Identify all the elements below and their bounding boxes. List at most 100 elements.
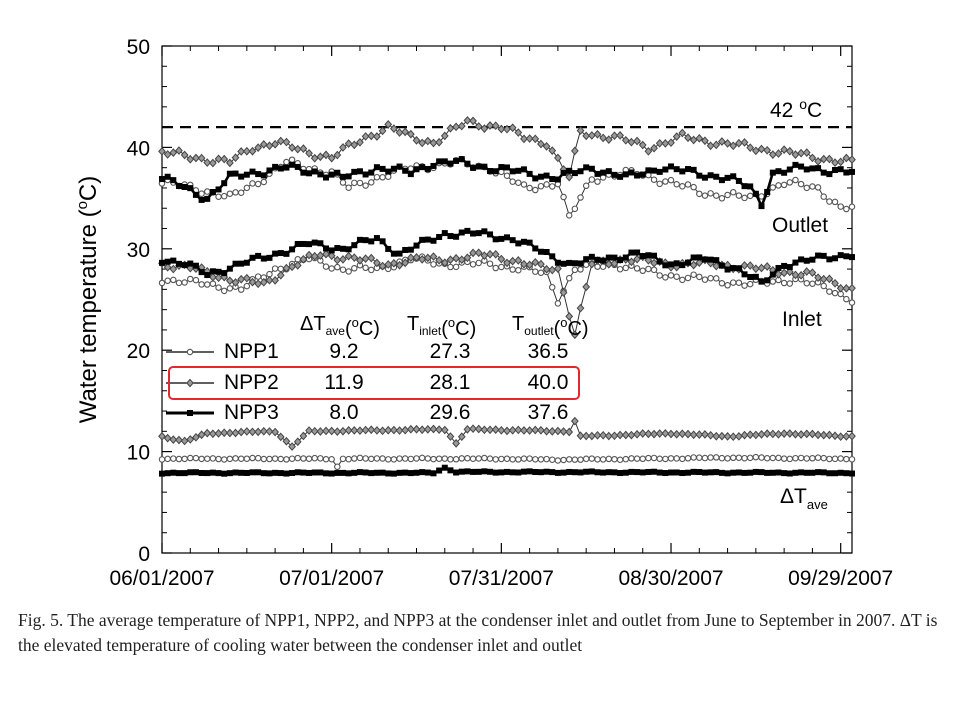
npp3-delta-point xyxy=(373,469,380,476)
npp1-delta-point xyxy=(775,454,782,462)
npp3-outlet-point xyxy=(662,166,669,173)
npp1-outlet-point xyxy=(679,183,686,190)
npp3-outlet-point xyxy=(396,163,403,170)
npp2-delta-point xyxy=(435,425,444,435)
figure-caption: Fig. 5. The average temperature of NPP1,… xyxy=(18,610,938,655)
npp3-inlet-point xyxy=(170,257,177,264)
npp1-outlet-point xyxy=(673,180,680,188)
npp2-outlet-point xyxy=(327,153,336,163)
npp2-delta-point xyxy=(842,432,851,441)
npp1-inlet-point xyxy=(639,267,646,275)
npp3-outlet-point xyxy=(260,172,267,179)
npp3-inlet-point xyxy=(684,259,691,266)
npp2-inlet-point xyxy=(474,248,483,258)
npp2-delta-point xyxy=(225,428,234,438)
npp2-delta-point xyxy=(689,430,698,440)
npp2-outlet-point xyxy=(819,154,828,164)
npp3-outlet-point xyxy=(639,171,646,178)
npp1-inlet-point xyxy=(848,299,856,306)
npp3-delta-point xyxy=(639,469,646,476)
npp2-delta-point xyxy=(339,426,347,436)
table-header-1: Tinlet(oC) xyxy=(407,313,476,340)
npp3-delta-point xyxy=(192,469,199,476)
npp2-delta-point xyxy=(401,425,410,435)
npp1-delta-point xyxy=(532,456,539,463)
npp1-outlet-point xyxy=(503,172,511,180)
npp1-outlet-point xyxy=(780,181,788,189)
npp3-inlet-point xyxy=(537,248,544,255)
npp3-outlet-point xyxy=(430,162,437,169)
npp3-inlet-point xyxy=(209,268,216,275)
npp2-inlet-point xyxy=(791,270,800,280)
npp2-delta-point xyxy=(322,426,330,436)
npp3-delta-point xyxy=(560,469,567,476)
npp2-delta-point xyxy=(186,435,195,444)
npp2-outlet-point xyxy=(293,144,302,154)
npp3-inlet-point xyxy=(266,254,273,261)
npp3-inlet-point xyxy=(159,259,165,266)
npp2-inlet-point xyxy=(435,255,444,265)
npp1-inlet-point xyxy=(322,263,330,270)
npp1-inlet-point xyxy=(203,281,211,288)
npp3-outlet-point xyxy=(656,168,663,175)
y-tick-label: 40 xyxy=(127,137,150,160)
plot-frame xyxy=(161,45,853,554)
npp1-inlet-point xyxy=(469,261,477,268)
npp3-inlet-point xyxy=(345,246,352,253)
npp1-inlet-point xyxy=(650,266,658,274)
y-tick-label: 10 xyxy=(127,442,150,465)
npp2-outlet-point xyxy=(587,131,596,140)
npp3-inlet-point xyxy=(198,269,205,276)
npp1-delta-point xyxy=(424,455,432,462)
npp1-outlet-point xyxy=(203,188,211,195)
npp2-outlet-point xyxy=(672,132,681,141)
npp3-outlet-point xyxy=(487,168,494,175)
npp2-delta-point xyxy=(848,431,856,441)
npp1-inlet-point xyxy=(220,287,228,295)
npp2-delta-point xyxy=(706,430,715,440)
npp3-delta-point xyxy=(351,469,358,476)
npp3-outlet-point xyxy=(832,167,839,174)
npp1-outlet-point xyxy=(786,179,794,186)
npp3-inlet-point xyxy=(243,259,250,266)
npp2-inlet-point xyxy=(367,253,376,263)
npp3-inlet-point xyxy=(515,240,522,247)
npp1-inlet-point xyxy=(351,265,358,272)
npp1-inlet-point xyxy=(820,282,827,290)
npp3-outlet-point xyxy=(735,177,742,184)
npp2-outlet-point xyxy=(576,126,585,135)
npp2-inlet-point xyxy=(797,270,805,280)
npp3-delta-point xyxy=(198,469,205,476)
npp3-delta-point xyxy=(209,469,216,476)
legend-marker-npp1 xyxy=(186,348,194,356)
npp3-outlet-point xyxy=(198,196,205,203)
npp2-inlet-point xyxy=(242,273,251,283)
npp3-inlet-point xyxy=(747,274,754,281)
npp3-outlet-point xyxy=(764,188,771,195)
npp2-delta-point xyxy=(819,430,828,440)
npp3-delta-point xyxy=(170,469,177,476)
npp3-delta-point xyxy=(543,468,550,475)
npp2-outlet-point xyxy=(780,145,789,154)
npp1-inlet-point xyxy=(803,279,811,287)
npp2-inlet-point xyxy=(757,263,766,273)
npp3-outlet-point xyxy=(504,164,510,171)
npp3-delta-point xyxy=(413,469,420,476)
npp3-outlet-point xyxy=(571,170,578,177)
npp2-inlet-point xyxy=(237,274,246,284)
npp3-inlet-point xyxy=(696,254,703,261)
npp2-outlet-point xyxy=(633,136,641,146)
npp2-delta-point xyxy=(655,429,664,438)
npp2-delta-point xyxy=(180,436,189,446)
npp2-delta-point xyxy=(791,429,800,439)
y-tick-label: 20 xyxy=(127,340,150,363)
npp1-delta-point xyxy=(322,455,330,463)
npp2-delta-point xyxy=(310,426,319,436)
npp3-delta-point xyxy=(306,469,313,476)
npp3-inlet-point xyxy=(289,246,296,253)
npp3-delta-point xyxy=(747,469,754,476)
npp2-delta-point xyxy=(644,429,653,439)
npp2-delta-point xyxy=(808,429,817,439)
npp3-delta-point xyxy=(464,468,471,475)
npp1-delta-point xyxy=(826,455,833,463)
